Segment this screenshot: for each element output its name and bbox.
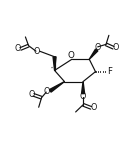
Text: O: O (112, 43, 119, 52)
Text: O: O (94, 43, 101, 52)
Polygon shape (49, 82, 64, 92)
Text: O: O (44, 87, 50, 96)
Text: ,,: ,, (91, 52, 93, 57)
Text: O: O (90, 103, 97, 112)
Polygon shape (89, 49, 98, 59)
Text: F: F (107, 67, 112, 76)
Text: ,,: ,, (51, 64, 54, 69)
Text: O: O (80, 92, 86, 101)
Polygon shape (53, 57, 56, 70)
Text: O: O (15, 45, 21, 54)
Text: O: O (28, 90, 34, 99)
Polygon shape (82, 82, 85, 94)
Text: O: O (68, 51, 75, 60)
Text: O: O (34, 47, 40, 56)
